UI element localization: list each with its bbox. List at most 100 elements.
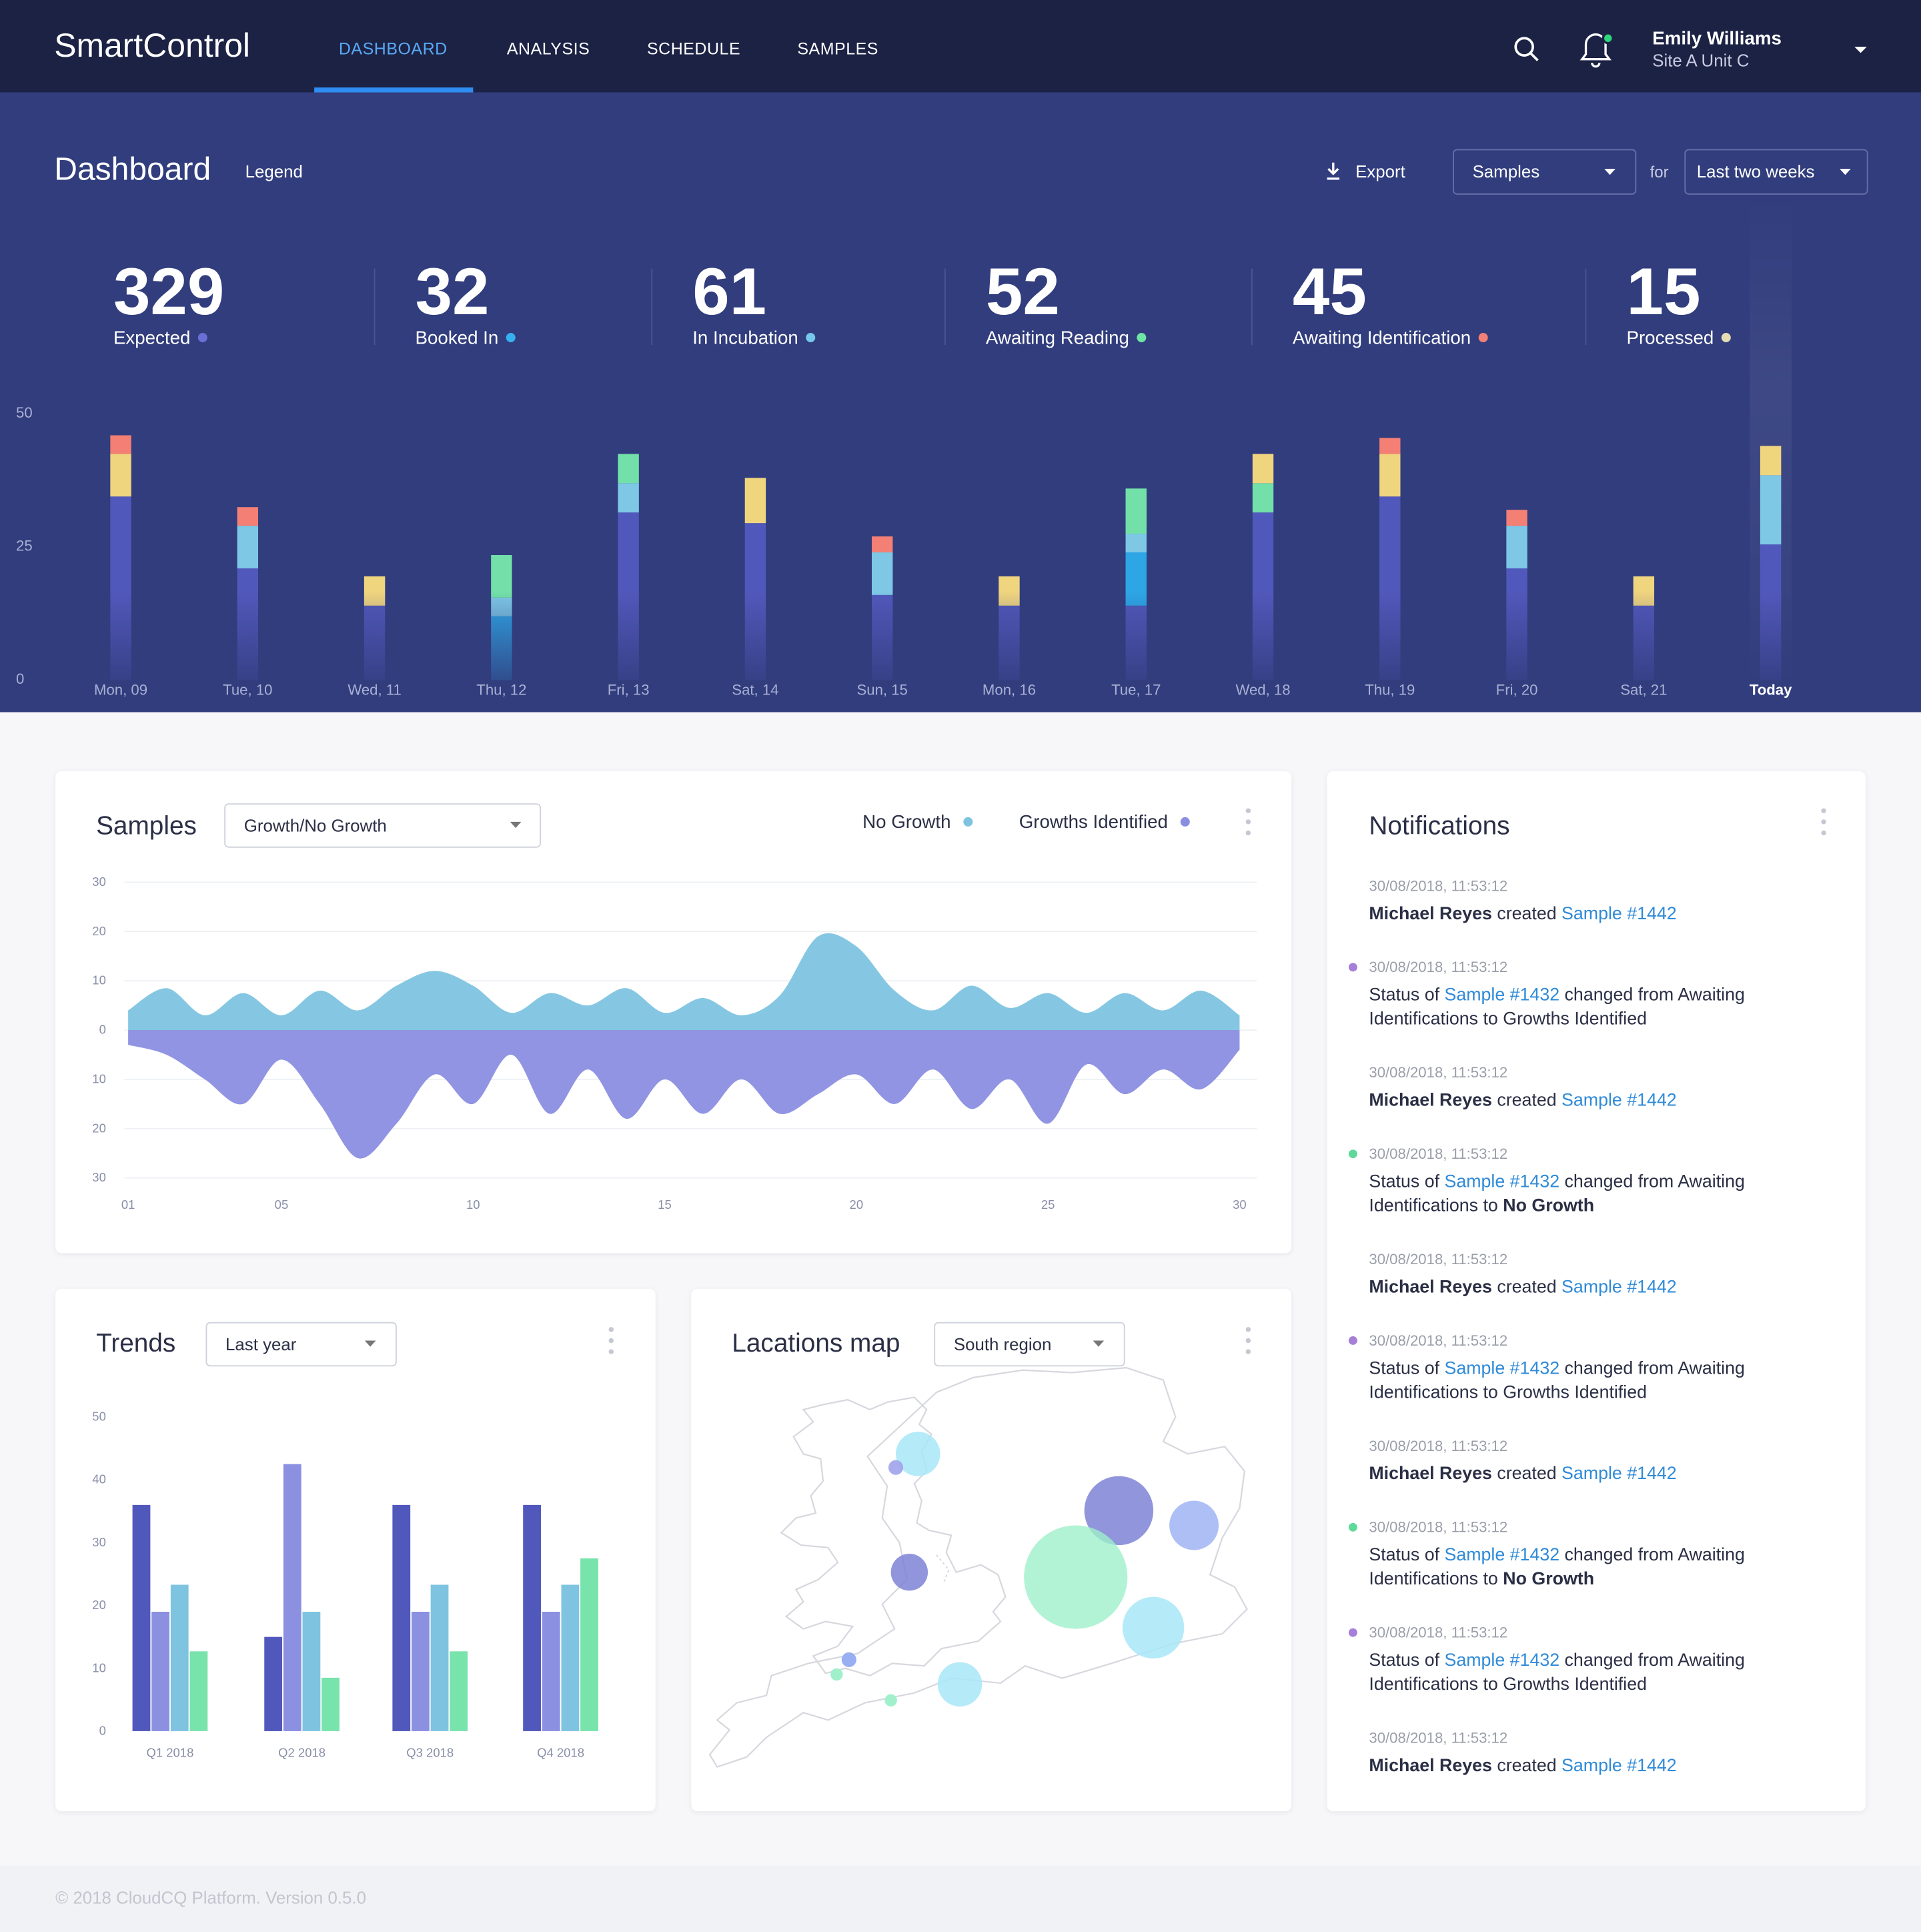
bar — [523, 1504, 541, 1731]
bar — [151, 1611, 170, 1731]
notification-dot — [1348, 1628, 1357, 1637]
sample-link[interactable]: Sample #1432 — [1444, 1544, 1559, 1564]
x-tick-label: Q4 2018 — [537, 1746, 584, 1760]
notification-text: Identifications to No Growth — [1369, 1195, 1594, 1216]
nav-tab[interactable]: SCHEDULE — [647, 39, 740, 58]
kebab-menu[interactable] — [608, 1327, 614, 1354]
text-part: Status of — [1369, 1358, 1444, 1378]
sample-link[interactable]: Sample #1442 — [1561, 1276, 1677, 1296]
card-title: Samples — [96, 811, 197, 840]
nav-tab[interactable]: SAMPLES — [797, 39, 878, 58]
notification-dot — [1348, 1336, 1357, 1345]
sample-link[interactable]: Sample #1432 — [1444, 985, 1559, 1005]
text-part: Michael Reyes — [1369, 1755, 1492, 1775]
x-tick-label: 20 — [850, 1197, 864, 1212]
bar-segment — [1506, 510, 1527, 526]
card-title: Trends — [96, 1329, 175, 1358]
footer-text: © 2018 CloudCQ Platform. Version 0.5.0 — [55, 1889, 366, 1908]
text-part: Status of — [1369, 1171, 1444, 1191]
dropdown[interactable] — [205, 1322, 397, 1367]
notification-text: Status of Sample #1432 changed from Awai… — [1369, 1650, 1745, 1670]
stat-value: 61 — [692, 255, 766, 329]
bar — [283, 1464, 301, 1731]
x-tick-label: Q3 2018 — [406, 1746, 454, 1760]
text-part: Michael Reyes — [1369, 903, 1492, 923]
user-site: Site A Unit C — [1652, 52, 1749, 71]
sample-link[interactable]: Sample #1442 — [1561, 1463, 1677, 1483]
text-part: Michael Reyes — [1369, 1276, 1492, 1296]
bar-segment — [237, 507, 259, 526]
nav-tab[interactable]: DASHBOARD — [339, 39, 448, 58]
bell-icon[interactable] — [1579, 32, 1614, 68]
stat-label: Awaiting Reading — [986, 327, 1129, 348]
y-tick-label: 10 — [92, 1660, 106, 1674]
kebab-menu[interactable] — [1245, 1327, 1251, 1354]
x-tick-label: Fri, 13 — [608, 682, 650, 698]
export-button[interactable]: Export — [1355, 163, 1405, 181]
dropdown[interactable] — [224, 803, 541, 848]
filter-dropdown[interactable] — [1453, 149, 1637, 195]
bar — [189, 1651, 208, 1731]
y-tick-label: 20 — [92, 1121, 106, 1135]
stat-value: 15 — [1626, 255, 1700, 329]
bar-segment — [871, 552, 893, 595]
x-tick-label: Q2 2018 — [278, 1746, 326, 1760]
sample-link[interactable]: Sample #1432 — [1444, 1650, 1559, 1670]
export-icon[interactable] — [1327, 162, 1340, 180]
y-tick-label: 40 — [92, 1472, 106, 1486]
text-part: created — [1492, 1463, 1561, 1483]
user-name[interactable]: Emily Williams — [1652, 27, 1782, 48]
user-caret[interactable] — [1854, 47, 1867, 53]
nav-tab[interactable]: ANALYSIS — [507, 39, 590, 58]
bar-segment — [1506, 526, 1527, 568]
kebab-menu[interactable] — [1245, 808, 1251, 836]
footer — [0, 1865, 1921, 1932]
notification-text: Identifications to Growths Identified — [1369, 1674, 1647, 1694]
notifications-card — [1327, 771, 1866, 1811]
x-tick-label: Fri, 20 — [1496, 682, 1538, 698]
y-tick-label: 20 — [92, 1598, 106, 1612]
sample-link[interactable]: Sample #1442 — [1561, 1090, 1677, 1110]
bar — [580, 1558, 598, 1731]
search-icon[interactable] — [1514, 37, 1539, 61]
stat-value: 45 — [1293, 255, 1367, 329]
notification-time: 30/08/2018, 11:53:12 — [1369, 1064, 1507, 1081]
area — [128, 1030, 1240, 1159]
sample-link[interactable]: Sample #1442 — [1561, 1755, 1677, 1775]
stat-dot — [1478, 333, 1488, 343]
period-value: Last two weeks — [1697, 163, 1815, 181]
sample-link[interactable]: Sample #1432 — [1444, 1358, 1559, 1378]
notification-text: Michael Reyes created Sample #1442 — [1369, 1276, 1676, 1296]
caret — [1093, 1340, 1105, 1347]
y-tick-label: 0 — [99, 1723, 106, 1737]
x-tick-label: Tue, 10 — [223, 682, 272, 698]
bar-segment — [1379, 454, 1401, 497]
period-dropdown[interactable] — [1684, 149, 1868, 195]
notification-time: 30/08/2018, 11:53:12 — [1369, 1145, 1507, 1162]
stat-label: Booked In — [416, 327, 499, 348]
navbar — [0, 0, 1921, 93]
sample-link[interactable]: Sample #1442 — [1561, 903, 1677, 923]
bar — [430, 1584, 449, 1731]
dropdown[interactable] — [934, 1322, 1125, 1367]
text-part: Michael Reyes — [1369, 1090, 1492, 1110]
legend-link[interactable]: Legend — [245, 163, 303, 181]
bar-fade — [98, 591, 1800, 682]
x-tick-label: Q1 2018 — [146, 1746, 193, 1760]
caret — [1604, 169, 1616, 175]
x-tick-label: Mon, 16 — [983, 682, 1036, 698]
notification-time: 30/08/2018, 11:53:12 — [1369, 1332, 1507, 1349]
text-part: created — [1492, 1090, 1561, 1110]
bar-segment — [871, 536, 893, 553]
notification-text: Michael Reyes created Sample #1442 — [1369, 903, 1676, 923]
sample-link[interactable]: Sample #1432 — [1444, 1171, 1559, 1191]
stat-label: Awaiting Identification — [1293, 327, 1471, 348]
legend-dot — [1180, 817, 1190, 827]
bar-segment — [744, 478, 766, 524]
text-part: Michael Reyes — [1369, 1463, 1492, 1483]
kebab-menu[interactable] — [1821, 808, 1826, 836]
dropdown-value: Growth/No Growth — [244, 817, 387, 836]
y-tick-label: 10 — [92, 973, 106, 987]
notification-time: 30/08/2018, 11:53:12 — [1369, 1438, 1507, 1454]
